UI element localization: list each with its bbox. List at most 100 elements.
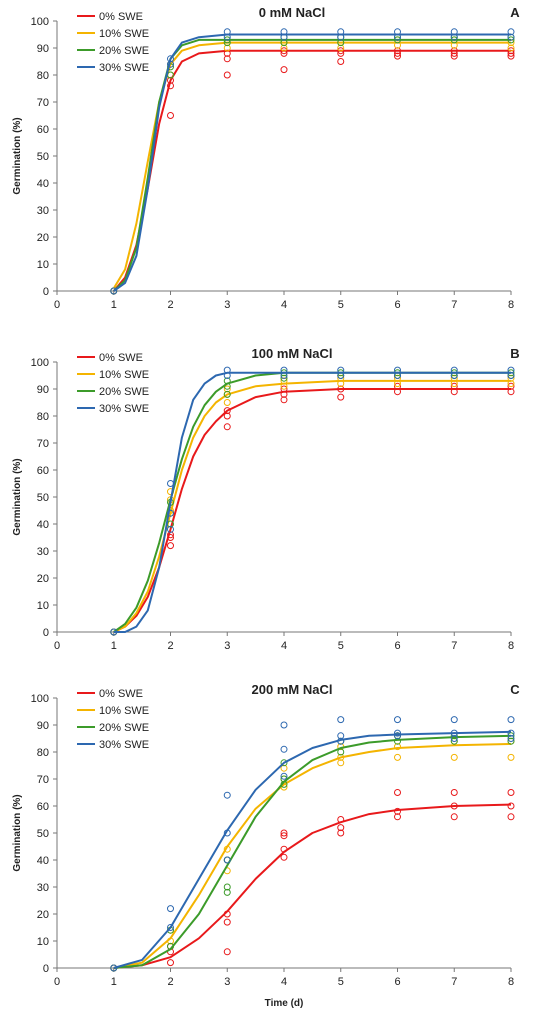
data-point xyxy=(167,542,174,550)
data-point xyxy=(280,829,288,837)
x-tick-label: 3 xyxy=(224,299,230,311)
data-point xyxy=(337,829,345,837)
data-point xyxy=(337,380,345,388)
data-point xyxy=(167,937,174,945)
data-point xyxy=(450,36,458,44)
data-point xyxy=(167,63,174,71)
data-point xyxy=(337,28,345,36)
data-point xyxy=(223,390,231,398)
data-point xyxy=(394,374,401,382)
data-point xyxy=(394,28,401,36)
y-tick-label: 60 xyxy=(37,465,49,477)
data-point xyxy=(337,374,345,382)
data-point xyxy=(280,396,288,404)
data-point xyxy=(167,76,174,84)
data-point xyxy=(394,388,401,396)
data-point xyxy=(167,525,174,533)
data-point xyxy=(280,28,288,36)
legend: 0% SWE 10% SWE 20% SWE 30% SWE xyxy=(77,688,149,751)
data-point xyxy=(280,783,288,791)
y-tick-label: 70 xyxy=(37,97,49,109)
data-point xyxy=(223,948,231,956)
data-point xyxy=(507,366,515,374)
data-point xyxy=(450,380,458,388)
x-tick-label: 7 xyxy=(451,976,457,988)
data-point xyxy=(450,366,458,374)
data-point xyxy=(280,832,288,840)
legend-label: 30% SWE xyxy=(99,739,149,751)
x-tick-label: 4 xyxy=(281,976,287,988)
data-point xyxy=(450,388,458,396)
x-tick-label: 8 xyxy=(508,640,514,652)
x-tick-label: 8 xyxy=(508,976,514,988)
series-30-swe xyxy=(110,366,515,636)
series-line xyxy=(113,371,511,633)
series-line xyxy=(113,379,511,633)
data-point xyxy=(507,735,515,742)
data-point xyxy=(280,390,288,398)
data-point xyxy=(223,412,231,420)
x-tick-label: 1 xyxy=(111,640,117,652)
data-point xyxy=(450,47,458,55)
series-20-swe xyxy=(110,33,515,295)
x-tick-label: 0 xyxy=(54,976,60,988)
data-point xyxy=(280,721,288,729)
x-tick-label: 2 xyxy=(167,640,173,652)
data-point xyxy=(450,729,458,737)
series-line xyxy=(113,388,511,633)
y-axis-label: Germination (%) xyxy=(12,117,23,194)
series-10-swe xyxy=(110,36,515,295)
data-point xyxy=(223,399,231,406)
data-point xyxy=(394,52,401,60)
data-point xyxy=(280,374,288,382)
data-point xyxy=(223,377,231,385)
data-point xyxy=(507,372,515,379)
data-point xyxy=(337,732,345,740)
data-point xyxy=(450,382,458,390)
data-point xyxy=(223,372,231,379)
data-point xyxy=(394,789,401,796)
data-point xyxy=(507,33,515,41)
x-tick-label: 5 xyxy=(338,976,344,988)
y-tick-label: 60 xyxy=(37,801,49,813)
legend-label: 30% SWE xyxy=(99,403,149,415)
data-point xyxy=(223,366,231,374)
data-point xyxy=(450,49,458,57)
data-point xyxy=(450,789,458,796)
data-point xyxy=(450,813,458,821)
y-tick-label: 50 xyxy=(37,828,49,840)
data-point xyxy=(337,58,345,65)
y-tick-label: 40 xyxy=(37,178,49,190)
data-point xyxy=(394,382,401,390)
data-point xyxy=(394,716,401,724)
data-point xyxy=(337,49,345,57)
legend: 0% SWE 10% SWE 20% SWE 30% SWE xyxy=(77,11,149,74)
legend-label: 10% SWE xyxy=(99,28,149,40)
data-point xyxy=(223,888,231,896)
data-point xyxy=(337,39,345,47)
data-point xyxy=(394,753,401,761)
data-point xyxy=(223,33,231,41)
x-tick-label: 7 xyxy=(451,640,457,652)
data-point xyxy=(223,36,231,44)
data-point xyxy=(394,732,401,740)
x-tick-label: 6 xyxy=(394,976,400,988)
data-point xyxy=(167,942,174,950)
panel-c: 0 10 20 30 40 50 60 70 80 90 100 0 1 2 3 4 5 6 7 8 Germinati… xyxy=(12,682,520,1009)
data-point xyxy=(337,737,345,745)
series-line xyxy=(113,38,511,292)
y-tick-label: 50 xyxy=(37,492,49,504)
legend-label: 20% SWE xyxy=(99,45,149,57)
data-point xyxy=(507,729,515,737)
data-point xyxy=(280,377,288,385)
data-point xyxy=(223,49,231,57)
data-point xyxy=(394,737,401,745)
data-point xyxy=(223,856,231,864)
y-tick-label: 90 xyxy=(37,384,49,396)
data-point xyxy=(167,905,174,913)
x-tick-label: 7 xyxy=(451,299,457,311)
series-30-swe xyxy=(110,28,515,295)
x-tick-label: 4 xyxy=(281,299,287,311)
data-point xyxy=(223,28,231,36)
